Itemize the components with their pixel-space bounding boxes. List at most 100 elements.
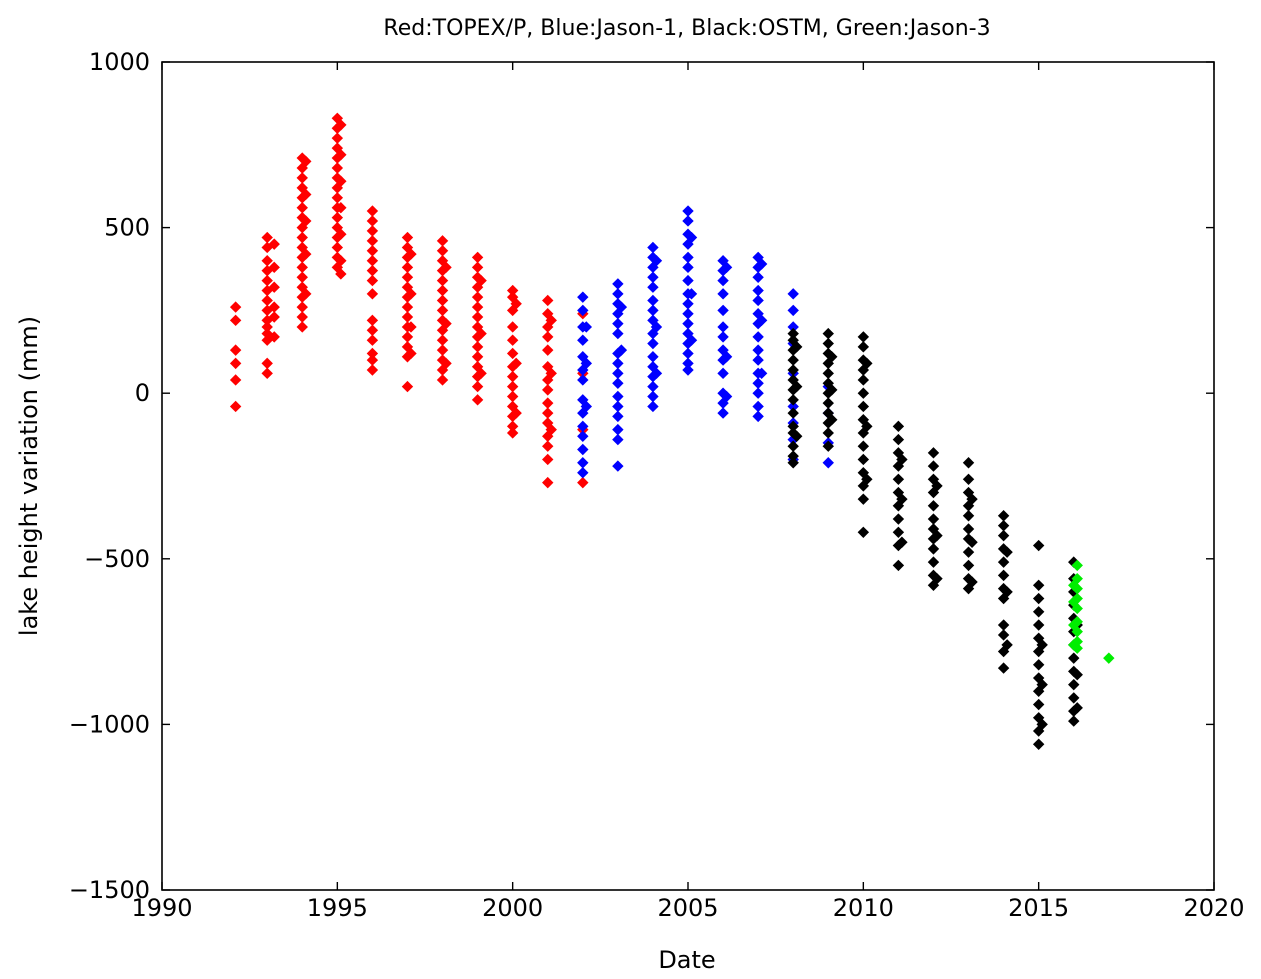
x-tick-label: 2005 — [657, 894, 718, 922]
data-point — [436, 235, 449, 247]
data-point — [857, 387, 870, 399]
data-point — [857, 453, 870, 466]
data-point — [787, 407, 799, 419]
data-point — [752, 344, 764, 356]
data-point — [229, 301, 242, 313]
data-point — [300, 188, 312, 201]
data-point — [682, 215, 694, 227]
data-point — [440, 261, 452, 274]
data-point — [577, 430, 589, 442]
data-point — [931, 529, 943, 542]
data-point — [787, 304, 799, 317]
data-point — [647, 271, 659, 283]
data-point — [1068, 678, 1080, 691]
data-point — [787, 288, 799, 300]
data-point — [506, 390, 519, 403]
data-point — [1068, 619, 1080, 631]
data-point — [717, 367, 729, 380]
data-point — [542, 331, 554, 343]
data-point — [790, 341, 803, 353]
data-point — [1032, 592, 1045, 605]
x-tick-label: 1995 — [307, 894, 368, 922]
data-point — [1068, 639, 1080, 651]
data-point — [896, 536, 908, 548]
data-point — [296, 301, 308, 313]
data-point — [927, 500, 940, 512]
data-point — [752, 400, 764, 413]
data-point — [405, 321, 417, 333]
data-point — [966, 493, 978, 505]
data-point — [790, 380, 803, 393]
data-point — [822, 427, 834, 439]
data-point — [787, 440, 799, 452]
data-point — [857, 341, 870, 353]
data-point — [752, 294, 764, 307]
data-point — [577, 334, 589, 346]
data-point — [962, 546, 975, 558]
data-point — [997, 510, 1010, 522]
data-point — [471, 380, 484, 393]
data-point — [1032, 619, 1045, 631]
data-point — [962, 523, 975, 535]
data-point — [405, 288, 417, 300]
data-point — [752, 271, 764, 283]
data-point — [261, 255, 273, 267]
data-point — [331, 241, 344, 254]
data-point — [650, 367, 663, 380]
data-point — [682, 347, 694, 360]
data-point — [1071, 702, 1083, 714]
data-point — [682, 298, 694, 310]
data-point — [612, 390, 624, 403]
data-point — [542, 440, 554, 452]
data-point — [966, 576, 978, 588]
data-point — [612, 367, 624, 380]
data-point — [896, 453, 908, 466]
data-point — [612, 400, 624, 413]
data-point — [366, 225, 379, 237]
chart-title: Red:TOPEX/P, Blue:Jason-1, Black:OSTM, G… — [383, 16, 990, 41]
data-point — [401, 231, 414, 244]
data-points — [229, 112, 1115, 750]
data-point — [966, 536, 978, 548]
data-point — [892, 473, 905, 486]
data-point — [577, 443, 589, 456]
data-point — [335, 119, 347, 131]
data-point — [822, 457, 834, 469]
data-point — [615, 344, 628, 356]
data-point — [296, 321, 308, 333]
y-tick-label: −500 — [84, 545, 150, 573]
data-point — [261, 357, 273, 370]
data-point — [261, 231, 273, 244]
x-tick-label: 1990 — [131, 894, 192, 922]
data-point — [436, 284, 449, 297]
data-point — [331, 192, 344, 204]
data-point — [366, 354, 379, 366]
data-point — [682, 251, 694, 264]
data-point — [335, 228, 347, 240]
data-point — [475, 367, 487, 380]
data-point — [300, 215, 312, 227]
data-point — [506, 370, 519, 383]
data-point — [647, 380, 659, 393]
series-topex-p — [229, 112, 589, 489]
data-point — [927, 513, 940, 525]
data-point — [647, 304, 659, 317]
data-point — [1036, 678, 1048, 691]
data-point — [685, 288, 698, 300]
x-tick-label: 2000 — [482, 894, 543, 922]
data-point — [296, 311, 308, 323]
data-point — [440, 317, 452, 330]
data-point — [440, 357, 452, 370]
data-point — [300, 155, 312, 168]
data-point — [545, 423, 557, 436]
data-point — [401, 261, 414, 274]
data-point — [506, 347, 519, 360]
data-point — [366, 245, 379, 257]
data-point — [1071, 559, 1083, 572]
y-tick-label: 1000 — [89, 48, 150, 76]
data-point — [506, 380, 519, 393]
data-point — [1032, 539, 1045, 552]
data-point — [1068, 692, 1080, 704]
data-point — [997, 519, 1010, 532]
data-point — [335, 175, 347, 187]
